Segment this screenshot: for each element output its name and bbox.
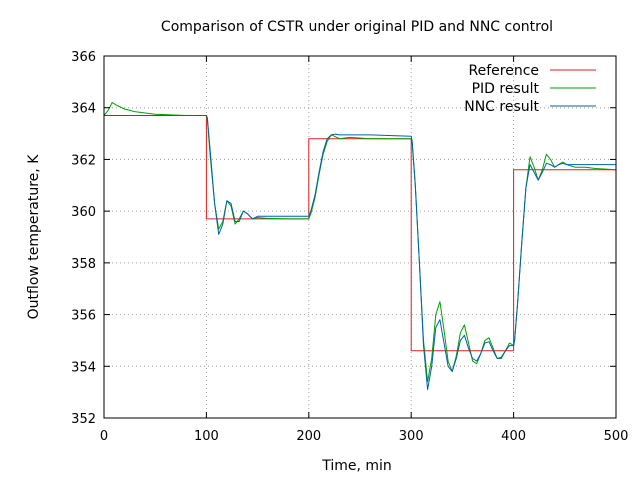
x-tick-label: 100 (194, 429, 219, 444)
grid (104, 56, 616, 418)
ticks: 0 100 200 300 400 500 352 354 356 358 360 362 364 366 (71, 50, 628, 444)
y-tick-label: 362 (71, 153, 96, 168)
y-axis-title: Outflow temperature, K (26, 154, 42, 320)
plot-frame (103, 55, 617, 419)
y-tick-label: 360 (71, 205, 96, 220)
legend-label-reference: Reference (469, 63, 540, 79)
y-tick-label: 356 (71, 309, 96, 324)
series-line-pid-result (103, 102, 617, 383)
y-tick-label: 366 (71, 50, 96, 65)
x-tick-label: 200 (296, 429, 321, 444)
x-tick-label: 400 (501, 429, 526, 444)
x-tick-label: 0 (100, 429, 108, 444)
x-tick-label: 300 (399, 429, 424, 444)
series-line-nnc-result (104, 115, 616, 391)
y-tick-label: 352 (71, 412, 96, 427)
legend: Reference PID result NNC result (464, 63, 596, 115)
x-tick-label: 500 (604, 429, 629, 444)
x-axis-title: Time, min (321, 458, 392, 474)
legend-label-pid-result: PID result (472, 81, 540, 97)
y-tick-label: 364 (71, 102, 96, 117)
y-tick-label: 358 (71, 257, 96, 272)
legend-label-nnc-result: NNC result (464, 99, 539, 115)
chart-title: Comparison of CSTR under original PID an… (161, 19, 553, 35)
series-layer (103, 102, 617, 391)
series-line-reference (104, 115, 616, 352)
y-tick-label: 354 (71, 360, 96, 375)
